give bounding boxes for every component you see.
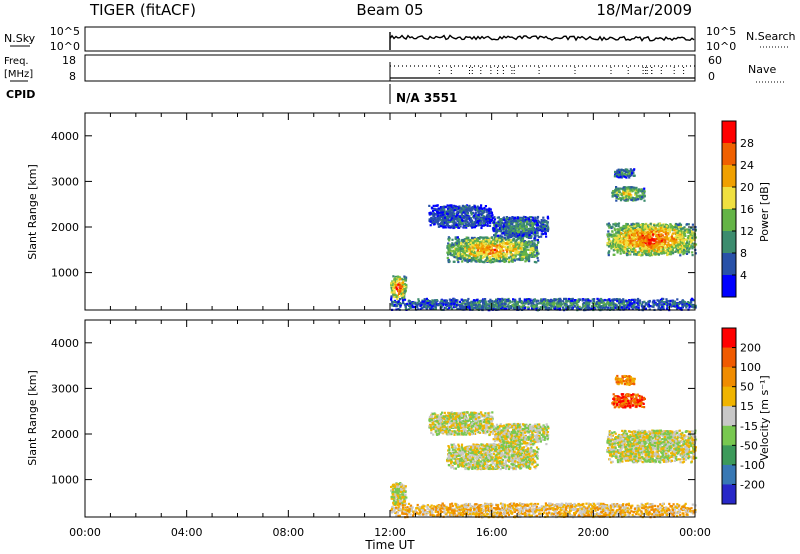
xtick-label: 00:00 [679, 526, 711, 539]
colorbar-swatch [722, 209, 736, 232]
colorbar-tick-label: -100 [740, 459, 765, 472]
cpid-value: N/A 3551 [396, 91, 457, 105]
colorbar-tick-label: -200 [740, 478, 765, 491]
power-feature-5 [606, 222, 698, 257]
nsky-tick-top: 10^5 [50, 25, 80, 38]
colorbar-tick-label: 16 [740, 203, 754, 216]
power-feature-1 [390, 297, 697, 312]
power-axes: 1000 2000 3000 4000 [51, 113, 696, 310]
nsearch-label: N.Search [746, 30, 796, 43]
radar-title: TIGER (fitACF) [89, 1, 196, 19]
power-feature-6 [611, 186, 646, 202]
colorbar-tick-label: 8 [740, 247, 747, 260]
freq-spikes [389, 62, 685, 81]
colorbar-tick-label: 15 [740, 400, 754, 413]
velocity-feature-0 [390, 482, 408, 507]
power-feature-4 [491, 215, 550, 239]
colorbar-swatch [722, 328, 736, 349]
nsearch-tick-bottom: 10^0 [706, 40, 736, 53]
velocity-scatter [390, 374, 698, 519]
date-title: 18/Mar/2009 [596, 1, 692, 19]
ytick-label: 1000 [51, 267, 79, 280]
ytick-label: 3000 [51, 382, 79, 395]
velocity-feature-7 [614, 374, 636, 386]
velocity-feature-3 [446, 443, 540, 471]
colorbar-swatch [722, 406, 736, 427]
velocity-axes: 1000 2000 3000 4000 [51, 320, 696, 517]
ytick-label: 2000 [51, 221, 79, 234]
velocity-colorbar-label: Velocity [m s⁻¹] [758, 375, 771, 460]
power-feature-0 [390, 275, 408, 300]
velocity-feature-5 [606, 429, 698, 464]
colorbar-swatch [722, 231, 736, 254]
colorbar-swatch [722, 386, 736, 407]
nsearch-tick-top: 10^5 [706, 25, 736, 38]
nave-label: Nave [748, 63, 776, 76]
velocity-colorbar: 200 100 50 15 -15 -50 -100 -200 [721, 327, 765, 505]
velocity-feature-2 [428, 411, 494, 437]
xtick-label: 12:00 [374, 526, 406, 539]
colorbar-swatch [722, 367, 736, 388]
colorbar-swatch [722, 275, 736, 298]
ytick-label: 4000 [51, 337, 79, 350]
colorbar-frame [721, 327, 737, 505]
colorbar-swatch [722, 165, 736, 188]
xtick-label: 08:00 [272, 526, 304, 539]
colorbar-tick-label: 20 [740, 181, 754, 194]
power-feature-7 [613, 168, 636, 179]
colorbar-swatch [722, 347, 736, 368]
nsky-panel [84, 26, 696, 52]
colorbar-swatch [722, 187, 736, 210]
colorbar-swatch [722, 464, 736, 485]
ytick-label: 4000 [51, 130, 79, 143]
velocity-feature-4 [491, 422, 550, 446]
colorbar-tick-label: -50 [740, 439, 758, 452]
xtick-label: 16:00 [476, 526, 508, 539]
colorbar-swatch [722, 445, 736, 466]
power-panel [84, 112, 696, 311]
cpid-label: CPID [6, 88, 35, 101]
beam-title: Beam 05 [356, 1, 423, 19]
power-scatter [390, 168, 698, 312]
power-feature-2 [428, 204, 494, 230]
colorbar-tick-label: 50 [740, 381, 754, 394]
colorbar-tick-label: 100 [740, 361, 761, 374]
freq-tick-bottom: 8 [69, 70, 76, 83]
colorbar-tick-label: 24 [740, 159, 754, 172]
colorbar-tick-label: 200 [740, 342, 761, 355]
freq-label: Freq. [4, 56, 29, 67]
power-colorbar-label: Power [dB] [758, 182, 771, 242]
xtick-label: 04:00 [171, 526, 203, 539]
colorbar-tick-label: 4 [740, 269, 747, 282]
ytick-label: 2000 [51, 428, 79, 441]
nsky-label: N.Sky [4, 32, 36, 45]
freq-unit-label: [MHz] [4, 69, 33, 80]
velocity-feature-6 [611, 393, 646, 409]
time-axis: 00:00 04:00 08:00 12:00 16:00 20:00 00:00 [69, 526, 711, 539]
velocity-ylabel: Slant Range [km] [26, 370, 39, 466]
colorbar-tick-label: 12 [740, 225, 754, 238]
colorbar-swatch [722, 121, 736, 144]
xtick-label: 00:00 [69, 526, 101, 539]
colorbar-swatch [722, 253, 736, 276]
xtick-label: 20:00 [577, 526, 609, 539]
colorbar-swatch [722, 143, 736, 166]
colorbar-tick-label: 28 [740, 137, 754, 150]
nsky-trace [389, 32, 695, 50]
colorbar-swatch [722, 484, 736, 505]
nsky-tick-bottom: 10^0 [50, 40, 80, 53]
nave-tick-bottom: 0 [708, 70, 715, 83]
ytick-label: 3000 [51, 175, 79, 188]
ytick-label: 1000 [51, 474, 79, 487]
power-colorbar: 4 8 12 16 20 24 28 [721, 120, 754, 298]
nave-tick-top: 60 [708, 54, 722, 67]
colorbar-tick-label: -15 [740, 420, 758, 433]
power-feature-3 [446, 236, 540, 264]
freq-tick-top: 18 [62, 54, 76, 67]
time-axis-label: Time UT [364, 538, 415, 552]
velocity-feature-1 [390, 502, 697, 519]
colorbar-swatch [722, 425, 736, 446]
power-ylabel: Slant Range [km] [26, 164, 39, 260]
